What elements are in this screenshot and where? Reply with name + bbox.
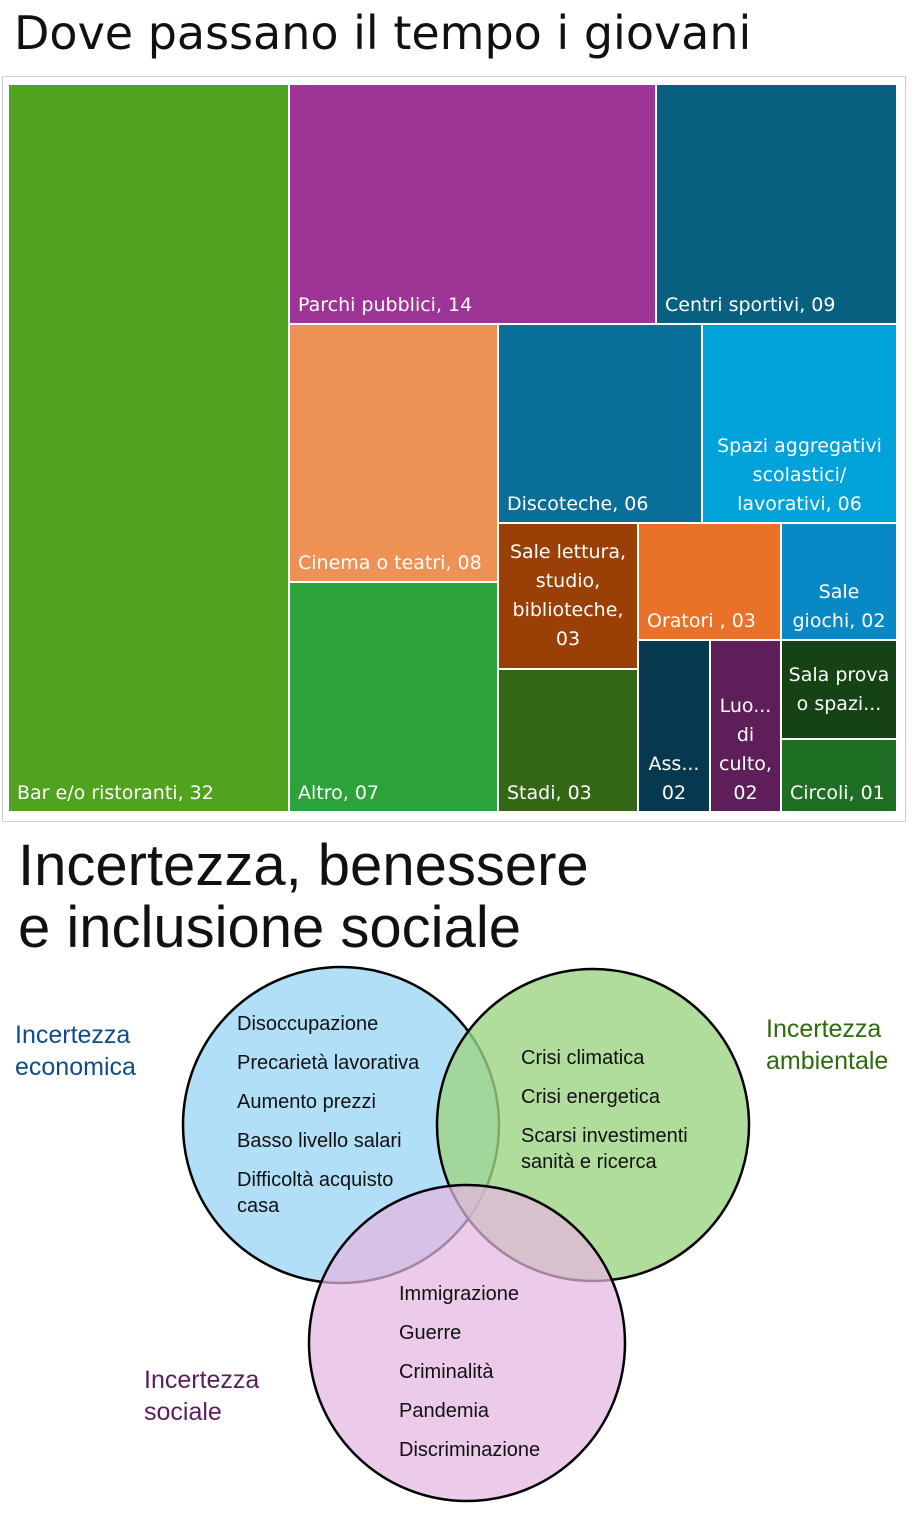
treemap-tile: Altro, 07 [289, 582, 498, 812]
treemap-tile-label: Parchi pubblici, 14 [298, 294, 473, 316]
label-sociale-line1: Incertezza [144, 1366, 260, 1394]
treemap-tile-label: Sala prova o spazi... [788, 663, 890, 715]
treemap-tile: Stadi, 03 [498, 669, 638, 812]
item-ambientale: Crisi energetica [521, 1086, 660, 1108]
treemap-tile-label: Ass... 02 [648, 753, 700, 804]
treemap-tile-label: Altro, 07 [298, 782, 380, 804]
label-economica-line1: Incertezza [15, 1021, 131, 1049]
treemap-chart: Bar e/o ristoranti, 32 Parchi pubblici, 1… [8, 84, 897, 812]
treemap-tile-label: Discoteche, 06 [507, 493, 649, 515]
treemap-tile: Discoteche, 06 [498, 324, 702, 523]
treemap-tile-label: Luo... di culto, 02 [719, 695, 772, 804]
item-ambientale: Scarsi investimenti sanità e ricerca [521, 1125, 688, 1173]
item-economica: Disoccupazione [237, 1013, 379, 1035]
treemap-tile-label: Centri sportivi, 09 [665, 294, 836, 316]
treemap-tile-label: Oratori , 03 [647, 610, 756, 632]
venn-circles [181, 965, 751, 1503]
treemap-tile: Circoli, 01 [781, 739, 897, 812]
treemap-tile: Luo... di culto, 02 [710, 640, 781, 812]
item-sociale: Immigrazione [399, 1283, 520, 1305]
treemap-tile: Sale lettura, studio, biblioteche, 03 [498, 523, 638, 669]
treemap-tile-label: Sale giochi, 02 [792, 581, 886, 632]
label-sociale: Incertezza sociale [144, 1364, 259, 1428]
treemap-tile: Centri sportivi, 09 [656, 84, 897, 324]
treemap-tile-label: Sale lettura, studio, biblioteche, 03 [509, 541, 627, 650]
item-economica: Precarietà lavorativa [237, 1052, 420, 1074]
label-ambientale-line2: ambientale [766, 1047, 889, 1075]
treemap-tile-label: Cinema o teatri, 08 [298, 552, 482, 574]
circle-sociale [307, 1183, 627, 1503]
label-economica: Incertezza economica [15, 1019, 136, 1083]
section-title-line2: e inclusione sociale [18, 895, 521, 960]
item-sociale: Criminalità [399, 1361, 494, 1383]
treemap-tile: Ass... 02 [638, 640, 710, 812]
venn-diagram: Incertezza economica Incertezza ambienta… [0, 960, 914, 1513]
treemap-tile: Sale giochi, 02 [781, 523, 897, 640]
item-ambientale: Crisi climatica [521, 1047, 645, 1069]
section-title: Incertezza, benessere e inclusione socia… [18, 835, 589, 959]
items-economica: Disoccupazione Precarietà lavorativa Aum… [237, 1011, 447, 1232]
item-sociale: Guerre [399, 1322, 462, 1344]
items-sociale: Immigrazione Guerre Criminalità Pandemia… [399, 1281, 599, 1476]
treemap-tile: Bar e/o ristoranti, 32 [8, 84, 289, 812]
treemap-tile-label: Bar e/o ristoranti, 32 [17, 782, 214, 804]
label-sociale-line2: sociale [144, 1398, 222, 1426]
item-economica: Aumento prezzi [237, 1091, 376, 1113]
treemap-tile: Sala prova o spazi... [781, 640, 897, 739]
treemap-tile-label: Spazi aggregativi scolastici/lavorativi, … [717, 435, 882, 515]
treemap-tile: Oratori , 03 [638, 523, 781, 640]
treemap-tile: Cinema o teatri, 08 [289, 324, 498, 582]
treemap-tile-label: Stadi, 03 [507, 782, 592, 804]
items-ambientale: Crisi climatica Crisi energetica Scarsi … [521, 1045, 731, 1188]
label-ambientale-line1: Incertezza [766, 1015, 882, 1043]
label-economica-line2: economica [15, 1053, 136, 1081]
treemap-tile: Spazi aggregativi scolastici/lavorativi, … [702, 324, 897, 523]
item-sociale: Pandemia [399, 1400, 490, 1422]
treemap-tile-label: Circoli, 01 [790, 782, 885, 804]
item-sociale: Discriminazione [399, 1439, 541, 1461]
section-title-line1: Incertezza, benessere [18, 833, 589, 898]
item-economica: Basso livello salari [237, 1130, 402, 1152]
treemap-title: Dove passano il tempo i giovani [14, 6, 752, 60]
item-economica: Difficoltà acquisto casa [237, 1169, 394, 1217]
label-ambientale: Incertezza ambientale [766, 1013, 888, 1077]
treemap-tile: Parchi pubblici, 14 [289, 84, 656, 324]
